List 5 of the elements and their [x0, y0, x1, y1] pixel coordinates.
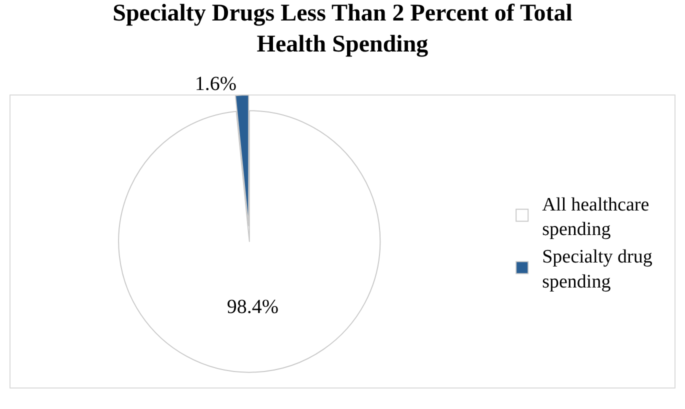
data-label: 1.6%	[194, 73, 237, 96]
legend-label: Specialty drug spending	[542, 246, 653, 292]
chart-title: Specialty Drugs Less Than 2 Percent of Total Health Spending	[112, 0, 573, 58]
legend-label: All healthcare spending	[542, 194, 650, 240]
data-label: 98.4%	[226, 296, 279, 318]
